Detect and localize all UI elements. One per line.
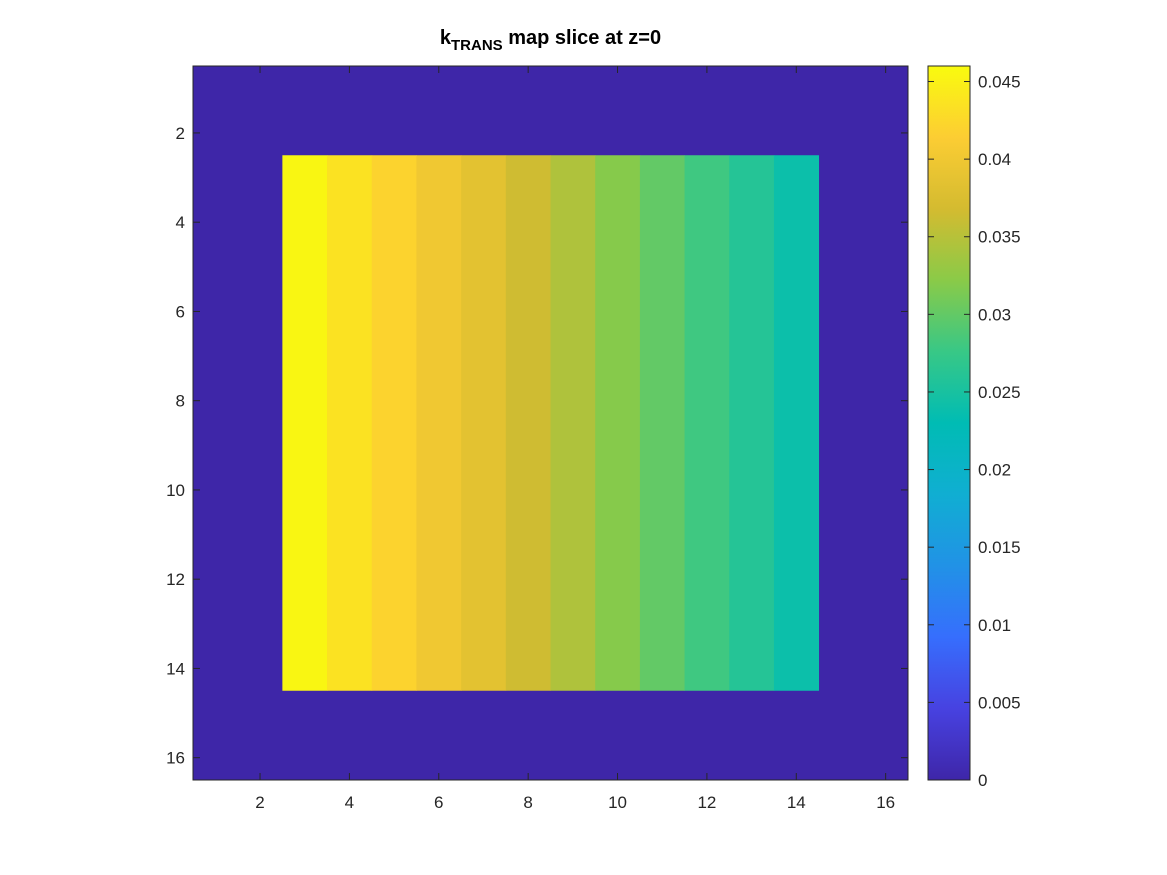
x-tick-label: 16	[876, 793, 895, 812]
x-tick-label: 12	[697, 793, 716, 812]
x-tick-label: 6	[434, 793, 443, 812]
colorbar-tick-label: 0.045	[978, 73, 1021, 92]
y-tick-label: 8	[176, 392, 185, 411]
colorbar-tick-label: 0.01	[978, 616, 1011, 635]
colorbar-tick-label: 0.025	[978, 383, 1021, 402]
x-tick-label: 8	[523, 793, 532, 812]
heatmap-column-8	[505, 155, 551, 691]
x-tick-label: 10	[608, 793, 627, 812]
colorbar: 0 0.005 0.01 0.015 0.02 0.025 0.03 0.035 0.04 0.0…	[927, 65, 1021, 790]
heatmap-column-13	[729, 155, 775, 691]
title-suffix: map slice at z=0	[502, 27, 662, 49]
x-tick-label: 14	[787, 793, 806, 812]
heatmap-column-7	[461, 155, 507, 691]
colorbar-gradient	[927, 65, 971, 781]
title-prefix: k	[439, 27, 452, 49]
y-tick-label: 16	[166, 749, 185, 768]
heatmap-column-4	[327, 155, 373, 691]
y-axis: 2 4 6 8 10 12 14 16	[166, 124, 908, 768]
y-tick-label: 4	[176, 213, 185, 232]
chart-title: kTRANS map slice at z=0	[193, 27, 908, 54]
y-tick-label: 14	[166, 659, 185, 678]
title-subscript: TRANS	[451, 37, 503, 54]
plot-area	[192, 65, 909, 781]
heatmap-column-10	[595, 155, 641, 691]
colorbar-tick-label: 0.035	[978, 228, 1021, 247]
colorbar-tick-label: 0.015	[978, 538, 1021, 557]
heatmap-column-12	[684, 155, 730, 691]
colorbar-tick-label: 0	[978, 771, 987, 790]
x-axis: 2 4 6 8 10 12 14 16	[255, 66, 895, 812]
heatmap-column-14	[773, 155, 820, 691]
heatmap-column-5	[371, 155, 417, 691]
x-tick-label: 4	[345, 793, 354, 812]
heatmap-column-9	[550, 155, 596, 691]
heatmap-column-6	[416, 155, 462, 691]
heatmap-column-3	[282, 155, 328, 691]
heatmap-column-11	[639, 155, 685, 691]
y-tick-label: 6	[176, 302, 185, 321]
y-tick-label: 12	[166, 570, 185, 589]
colorbar-tick-label: 0.005	[978, 693, 1021, 712]
axes-box	[192, 65, 909, 781]
colorbar-tick-label: 0.03	[978, 305, 1011, 324]
y-tick-label: 10	[166, 481, 185, 500]
y-tick-label: 2	[176, 124, 185, 143]
colorbar-tick-label: 0.02	[978, 461, 1011, 480]
colorbar-tick-label: 0.04	[978, 150, 1011, 169]
x-tick-label: 2	[255, 793, 264, 812]
